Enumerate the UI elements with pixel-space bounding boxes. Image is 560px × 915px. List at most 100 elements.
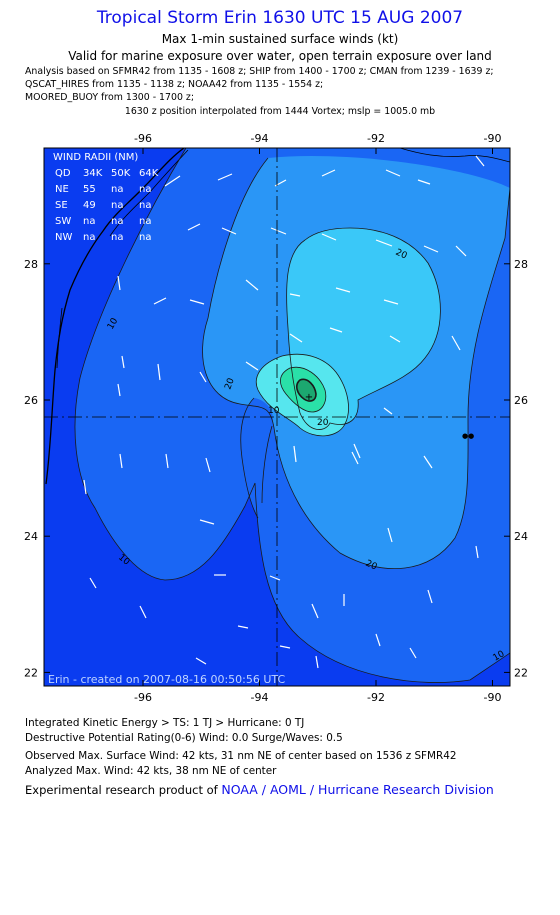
hrd-organization-link[interactable]: NOAA / AOML / Hurricane Research Divisio… (221, 782, 494, 797)
wind-vector (455, 245, 467, 257)
wind-vector (83, 479, 87, 495)
contour-line-35kt (256, 353, 349, 437)
wind-vector (423, 245, 439, 253)
map-title: Tropical Storm Erin 1630 UTC 15 AUG 2007 (96, 8, 464, 28)
lat-tick-label-left: 22 (24, 666, 38, 679)
contour-line-42kt (295, 378, 317, 402)
wind-vector (245, 361, 259, 371)
analysis-sources-line-1: Analysis based on SFMR42 from 1135 - 160… (25, 66, 494, 77)
wind-vector (475, 155, 485, 167)
wind-vector (389, 335, 401, 343)
contour-line-center (240, 397, 273, 519)
wind-radii-cell: na (139, 184, 151, 195)
lat-tick-label-left: 24 (24, 530, 38, 543)
wind-radii-rows: NE 55 na na SE 49 na na SW na na na NW na na na (55, 184, 151, 243)
credit-prefix: Experimental research product of (25, 783, 222, 797)
lon-tick-label-top: -94 (251, 132, 269, 145)
wind-vector (245, 279, 259, 291)
axis-ticks: -96 -96 -94 -94 -92 -92 -90 -90 28 28 26 26 24 24 22 22 (24, 132, 528, 704)
lat-tick-label-left: 26 (24, 394, 38, 407)
wind-vector (383, 299, 399, 305)
lon-tick-label-bottom: -94 (251, 691, 269, 704)
border-line (399, 148, 510, 163)
wind-vector (451, 335, 461, 351)
center-plus-icon: + (305, 392, 313, 403)
observed-max-wind: Observed Max. Surface Wind: 42 kts, 31 n… (25, 750, 457, 762)
wind-radii-table: WIND RADII (NM) QD 34K 50K 64K NE 55 na na S… (53, 152, 159, 243)
wind-vector (205, 457, 211, 473)
wind-radii-cell: SW (55, 216, 71, 227)
center-low-wind-wake (240, 398, 274, 518)
wind-vector (387, 527, 393, 543)
contour-line-40kt (280, 366, 327, 413)
wind-vector (289, 333, 303, 343)
map-subtitle-exposure: Valid for marine exposure over water, op… (68, 49, 492, 63)
wind-vector (117, 275, 121, 291)
lat-tick-label-right: 24 (514, 530, 528, 543)
lon-tick-label-bottom: -96 (134, 691, 152, 704)
wind-vector (237, 625, 249, 629)
wind-radii-header-quadrant: QD (55, 168, 71, 179)
wind-vector (187, 223, 201, 231)
wind-vector (475, 545, 479, 559)
wind-radii-cell: na (139, 200, 151, 211)
wind-vector (385, 169, 401, 177)
wind-vector (165, 453, 169, 469)
wind-radii-header-64k: 64K (139, 168, 159, 179)
wind-vector (375, 239, 393, 247)
contour-line-10kt (74, 148, 510, 683)
wind-vector (139, 605, 147, 619)
wind-radii-cell: na (83, 232, 95, 243)
wind-vector (417, 179, 431, 185)
contour-label: 10 (268, 406, 280, 416)
wind-radii-header-50k: 50K (111, 168, 131, 179)
wind-vector (89, 577, 97, 589)
wind-radii-cell: NE (55, 184, 69, 195)
analysis-sources-line-2: QSCAT_HIRES from 1135 - 1138 z; NOAA42 f… (25, 79, 324, 90)
lat-tick-label-left: 28 (24, 258, 38, 271)
wind-vector (189, 299, 205, 305)
wind-radii-cell: na (139, 232, 151, 243)
wind-radii-cell: SE (55, 200, 68, 211)
created-timestamp: Erin - created on 2007-08-16 00:50:56 UT… (48, 673, 286, 686)
buoy-marker-icon: ●● (462, 432, 474, 440)
lat-tick-label-right: 28 (514, 258, 528, 271)
wind-vector (279, 645, 291, 649)
wind-vector (293, 445, 297, 463)
lat-tick-label-right: 26 (514, 394, 528, 407)
wind-vector (289, 293, 301, 297)
lon-tick-label-bottom: -92 (367, 691, 385, 704)
coastline-inner (56, 149, 189, 369)
wind-vector (269, 575, 281, 581)
wind-vector (119, 453, 123, 469)
wind-vector (427, 589, 433, 604)
wind-vector (311, 603, 319, 619)
wind-vectors (83, 155, 485, 669)
lon-tick-label-top: -96 (134, 132, 152, 145)
analysis-sources-line-3: MOORED_BUOY from 1300 - 1700 z; (25, 92, 194, 103)
wind-radii-cell: na (139, 216, 151, 227)
wind-vector (199, 371, 207, 383)
wind-radii-cell: 49 (83, 200, 96, 211)
wind-vector (221, 227, 237, 235)
analyzed-max-wind: Analyzed Max. Wind: 42 kts, 38 nm NE of … (25, 765, 277, 777)
position-mslp-line: 1630 z position interpolated from 1444 V… (124, 106, 436, 117)
wind-vector (164, 175, 181, 187)
wind-vector (353, 443, 361, 459)
wind-vector (121, 355, 125, 369)
wind-vector (409, 647, 417, 659)
wind-vector (383, 407, 393, 415)
wind-radii-cell: na (111, 200, 123, 211)
wind-vector (195, 657, 207, 665)
wind-vector (321, 233, 337, 241)
lon-tick-label-top: -90 (484, 132, 502, 145)
wind-vector (375, 633, 381, 647)
wind-vector (321, 169, 336, 177)
wind-radii-cell: NW (55, 232, 72, 243)
contour-label: 20 (394, 248, 409, 262)
wind-vector (153, 297, 167, 305)
contour-line-30kt (286, 227, 441, 430)
wind-map: + ●● -96 -96 -94 -94 -92 -92 -90 -90 28 28 26 26 24 2… (24, 132, 528, 704)
wind-radii-cell: na (111, 184, 123, 195)
wind-radii-title: WIND RADII (NM) (53, 152, 138, 163)
